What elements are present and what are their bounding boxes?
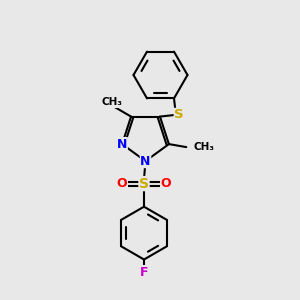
Text: N: N	[140, 154, 151, 168]
Text: O: O	[117, 177, 128, 190]
Text: N: N	[117, 138, 127, 151]
Text: CH₃: CH₃	[101, 98, 122, 107]
Text: S: S	[139, 177, 149, 190]
Text: F: F	[140, 266, 148, 279]
Text: O: O	[160, 177, 171, 190]
Text: S: S	[174, 108, 184, 122]
Text: CH₃: CH₃	[194, 142, 215, 152]
